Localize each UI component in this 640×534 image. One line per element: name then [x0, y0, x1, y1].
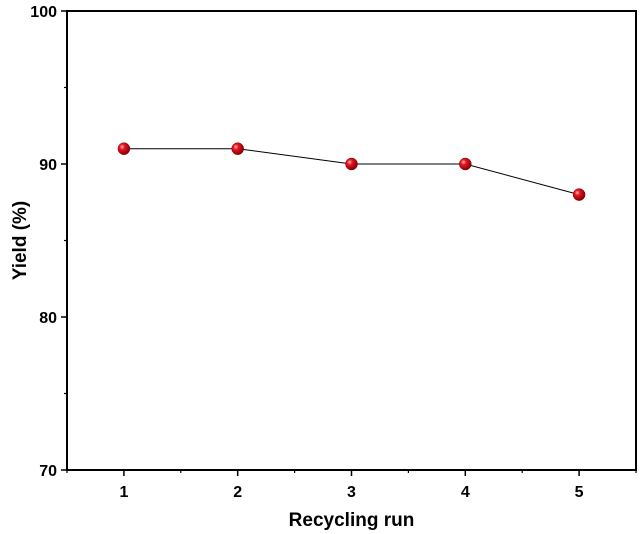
series-points [117, 142, 586, 201]
x-tick-label: 4 [461, 484, 470, 501]
data-point [459, 157, 472, 171]
y-tick-label: 70 [39, 463, 57, 480]
y-axis-title: Yield (%) [10, 201, 31, 281]
series-polyline [123, 148, 580, 196]
y-tick-label: 90 [39, 157, 57, 174]
x-tick-label: 5 [575, 484, 584, 501]
data-point [345, 157, 358, 171]
series-line [123, 148, 580, 196]
plot-frame [66, 10, 637, 471]
y-axis-ticks: 70 80 90 100 [30, 4, 67, 480]
plot-border [66, 10, 637, 471]
x-axis-ticks: 1 2 3 4 5 [66, 470, 637, 501]
x-tick-label: 2 [233, 484, 242, 501]
data-point [231, 142, 244, 155]
x-axis-title: Recycling run [289, 510, 415, 531]
x-tick-label: 3 [347, 484, 356, 501]
x-tick-label: 1 [119, 484, 128, 501]
y-tick-label: 80 [39, 310, 57, 327]
y-tick-label: 100 [30, 4, 57, 21]
data-point [117, 142, 131, 155]
data-point [572, 188, 586, 201]
